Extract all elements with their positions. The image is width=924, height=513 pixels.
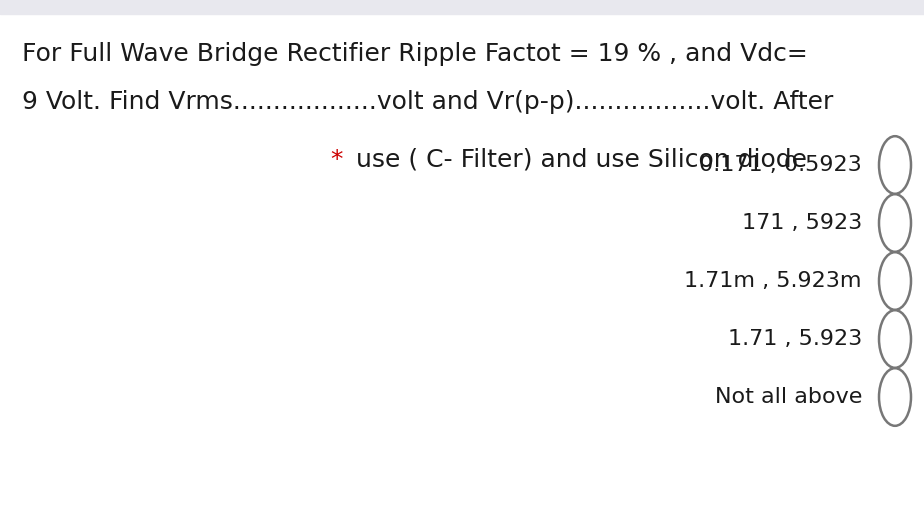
Text: *: * [330,148,343,172]
Text: 9 Volt. Find Vrms..................volt and Vr(p-p).................volt. After: 9 Volt. Find Vrms..................volt … [22,90,833,114]
Bar [0,0,924,14]
Text: 1.71m , 5.923m: 1.71m , 5.923m [685,271,862,291]
Text: For Full Wave Bridge Rectifier Ripple Factot = 19 % , and Vdc=: For Full Wave Bridge Rectifier Ripple Fa… [22,42,808,66]
Text: Not all above: Not all above [714,387,862,407]
Text: 0.171 , 0.5923: 0.171 , 0.5923 [699,155,862,175]
Text: use ( C- Filter) and use Silicon diode: use ( C- Filter) and use Silicon diode [348,148,807,172]
Text: 171 , 5923: 171 , 5923 [742,213,862,233]
Text: 1.71 , 5.923: 1.71 , 5.923 [728,329,862,349]
